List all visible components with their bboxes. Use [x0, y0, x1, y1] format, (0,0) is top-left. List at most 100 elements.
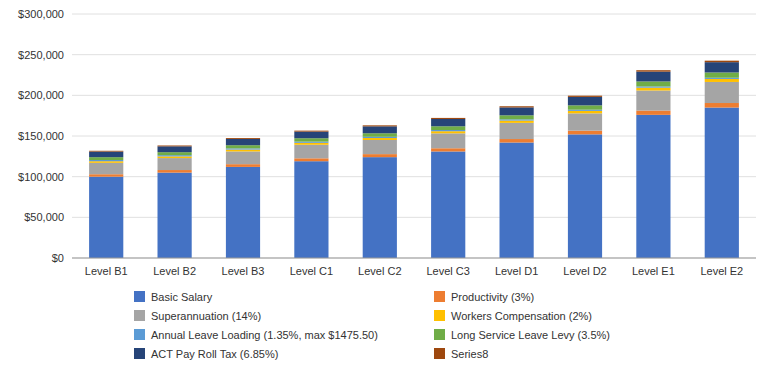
bar-segment	[636, 115, 670, 258]
bar-segment	[226, 167, 260, 258]
bar-segment	[500, 139, 534, 142]
legend-swatch	[434, 348, 445, 359]
bar-segment	[158, 173, 192, 258]
legend-swatch	[134, 329, 145, 340]
bar-segment	[89, 152, 123, 158]
bar-segment	[294, 158, 328, 161]
bar-segment	[226, 151, 260, 164]
bar-segment	[431, 126, 465, 130]
x-tick-label: Level C2	[358, 265, 401, 277]
x-tick-label: Level B1	[85, 265, 128, 277]
bar-segment	[705, 72, 739, 77]
bar-segment	[568, 131, 602, 135]
y-tick-label: $50,000	[24, 211, 64, 223]
grid-line	[72, 54, 756, 55]
bar-segment	[89, 150, 123, 152]
bar-segment	[294, 161, 328, 258]
legend-swatch	[434, 329, 445, 340]
bar-segment	[89, 163, 123, 174]
bar-segment	[363, 137, 397, 138]
bar-segment	[500, 106, 534, 107]
legend-swatch	[434, 310, 445, 321]
x-tick-label: Level B2	[153, 265, 196, 277]
legend-swatch	[134, 310, 145, 321]
legend-swatch	[434, 291, 445, 302]
bar-segment	[158, 158, 192, 170]
series	[89, 61, 739, 152]
bar-segment	[158, 145, 192, 147]
bar-segment	[568, 113, 602, 130]
bar-segment	[226, 139, 260, 145]
x-tick-label: Level E1	[632, 265, 675, 277]
bars	[89, 61, 739, 258]
legend-label: Series8	[451, 348, 488, 360]
bar-segment	[431, 133, 465, 148]
series	[89, 62, 739, 157]
series	[89, 103, 739, 177]
legend-label: Basic Salary	[151, 291, 213, 303]
bar-segment	[363, 140, 397, 154]
bar-segment	[500, 119, 534, 120]
legend-swatch	[134, 348, 145, 359]
bar-segment	[226, 150, 260, 152]
grid-line	[72, 14, 756, 15]
series	[89, 108, 739, 258]
bar-segment	[431, 130, 465, 131]
y-tick-label: $150,000	[18, 130, 64, 142]
bar-segment	[431, 148, 465, 151]
legend: Basic SalaryProductivity (3%)Superannuat…	[134, 291, 610, 360]
x-tick-label: Level D1	[495, 265, 538, 277]
bar-segment	[158, 146, 192, 152]
bar-segment	[636, 81, 670, 86]
legend-label: Annual Leave Loading (1.35%, max $1475.5…	[151, 329, 378, 341]
bar-segment	[568, 110, 602, 111]
bar-segment	[89, 174, 123, 176]
bar-segment	[500, 107, 534, 115]
legend-label: ACT Pay Roll Tax (6.85%)	[151, 348, 278, 360]
bar-segment	[363, 154, 397, 157]
bar-segment	[294, 142, 328, 143]
bar-segment	[636, 72, 670, 82]
bar-segment	[226, 148, 260, 149]
bar-segment	[89, 157, 123, 160]
x-axis-line	[72, 258, 756, 259]
legend-label: Workers Compensation (2%)	[451, 310, 592, 322]
bar-segment	[705, 62, 739, 72]
x-tick-label: Level D2	[563, 265, 606, 277]
bar-segment	[705, 79, 739, 82]
x-tick-label: Level B3	[222, 265, 265, 277]
x-axis: Level B1 Level B2 Level B3 Level C1 Level C2…	[85, 265, 743, 277]
bar-segment	[294, 132, 328, 139]
bar-segment	[226, 138, 260, 140]
bar-segment	[705, 108, 739, 258]
y-tick-label: $300,000	[18, 8, 64, 20]
bar-segment	[636, 70, 670, 71]
bar-segment	[363, 157, 397, 258]
bar-segment	[705, 78, 739, 79]
bar-segment	[568, 111, 602, 113]
y-tick-label: $250,000	[18, 49, 64, 61]
grid-line	[72, 258, 756, 259]
bar-segment	[431, 131, 465, 133]
x-tick-label: Level C3	[426, 265, 469, 277]
bar-segment	[568, 96, 602, 97]
bar-segment	[568, 97, 602, 105]
bar-segment	[705, 61, 739, 63]
bar-segment	[500, 143, 534, 258]
bar-segment	[158, 152, 192, 155]
bar-segment	[158, 155, 192, 156]
bar-segment	[294, 130, 328, 132]
bar-segment	[363, 126, 397, 133]
bar-segment	[636, 86, 670, 87]
bar-segment	[226, 164, 260, 167]
bar-segment	[363, 133, 397, 137]
bar-segment	[568, 134, 602, 258]
series	[89, 82, 739, 174]
bar-segment	[636, 88, 670, 91]
bar-segment	[294, 143, 328, 145]
bar-segment	[636, 111, 670, 115]
bar-segment	[363, 138, 397, 140]
y-tick-label: $100,000	[18, 171, 64, 183]
x-tick-label: Level C1	[290, 265, 333, 277]
bar-segment	[636, 91, 670, 111]
